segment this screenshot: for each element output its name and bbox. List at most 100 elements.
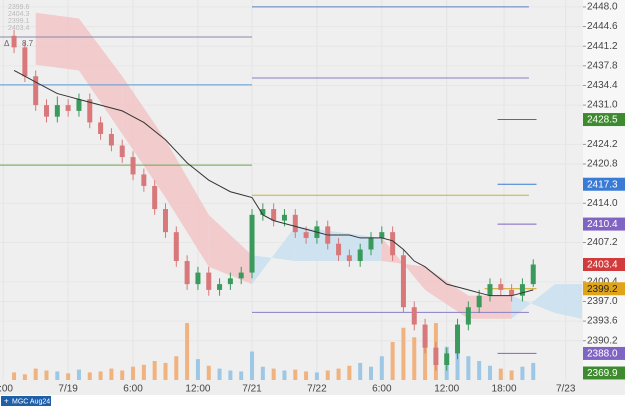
price-tag <box>583 346 625 360</box>
volume-bar <box>141 364 146 380</box>
price-tag-label: 2388.0 <box>587 349 618 360</box>
volume-bar <box>195 359 200 380</box>
candle-body <box>54 105 60 117</box>
tab-plus[interactable]: + <box>4 397 9 406</box>
x-tick-label: 18:00 <box>492 384 517 395</box>
candle-body <box>390 232 396 256</box>
x-tick-label: 6:00 <box>372 384 392 395</box>
candle-body <box>195 272 201 285</box>
x-tick-label: 7/22 <box>307 384 327 395</box>
price-tag <box>583 257 625 271</box>
candle-body <box>65 105 71 111</box>
y-tick-label: 2400.4 <box>587 276 618 287</box>
candle-body <box>519 284 525 296</box>
tab-background[interactable] <box>1 396 51 406</box>
candle-body <box>227 278 233 285</box>
y-tick-label: 2420.8 <box>587 159 618 170</box>
price-tag <box>583 366 625 380</box>
price-tag-label: 2410.4 <box>587 219 618 230</box>
candle-body <box>217 284 223 290</box>
volume-bar <box>217 368 222 380</box>
volume-bar <box>304 371 309 380</box>
cloud-segment <box>35 12 79 71</box>
price-tag <box>583 217 625 231</box>
candle-body <box>303 232 309 238</box>
price-tag-label: 2417.3 <box>587 179 618 190</box>
candle-body <box>119 145 125 158</box>
candle-body <box>22 47 28 77</box>
info-value: 2399.1 <box>8 18 30 25</box>
volume-bar <box>293 369 298 380</box>
candle-body <box>281 214 287 221</box>
volume-bar <box>87 372 92 380</box>
candle-body <box>44 105 50 117</box>
volume-bar <box>455 351 460 380</box>
y-tick-label: 2441.2 <box>587 41 618 52</box>
tab-bar <box>0 395 625 407</box>
y-tick-label: 2444.6 <box>587 21 618 32</box>
volume-bar <box>44 370 49 380</box>
volume-bar <box>520 366 525 380</box>
candle-body <box>368 237 374 250</box>
y-tick-label: 2434.4 <box>587 80 618 91</box>
info-value: 2403.4 <box>8 25 30 32</box>
volume-bar <box>206 365 211 380</box>
x-tick-label: 12:00 <box>185 384 210 395</box>
volume-bar <box>336 368 341 380</box>
volume-bar <box>66 373 71 380</box>
price-tag <box>583 113 625 127</box>
candle-body <box>108 133 114 146</box>
volume-bar <box>390 342 395 380</box>
volume-bar <box>260 366 265 380</box>
candle-body <box>476 295 482 308</box>
x-tick-label: 12:00 <box>434 384 459 395</box>
candle-body <box>130 157 136 175</box>
candle-body <box>76 99 82 111</box>
volume-bar <box>131 366 136 380</box>
y-tick-label: 2390.2 <box>587 335 618 346</box>
volume-bar <box>477 361 482 380</box>
volume-bar <box>271 368 276 380</box>
volume-bar <box>325 370 330 380</box>
candle-body <box>346 255 352 262</box>
candle-body <box>487 284 493 296</box>
x-tick-label: 0:00 <box>0 384 13 395</box>
candle-body <box>173 232 179 262</box>
cloud-segment <box>78 18 123 134</box>
volume-bar <box>174 356 179 380</box>
delta-label: Δ <box>4 39 10 48</box>
volume-bar <box>55 371 60 380</box>
y-tick-label: 2393.6 <box>587 316 618 327</box>
price-tag-label: 2399.2 <box>587 284 618 295</box>
volume-bar <box>120 370 125 380</box>
cloud-segment <box>165 139 209 267</box>
candle-body <box>455 324 461 354</box>
candle-body <box>87 99 93 123</box>
x-tick-label: 7/19 <box>58 384 78 395</box>
moving-average <box>13 70 534 297</box>
candle-body <box>271 209 277 221</box>
x-tick-label: 7/21 <box>242 384 262 395</box>
volume-bar <box>163 362 168 380</box>
candle-body <box>162 209 168 233</box>
y-tick-label: 2437.8 <box>587 60 618 71</box>
candle-body <box>141 174 147 186</box>
delta-value: 8.7 <box>22 39 34 48</box>
candle-body <box>152 185 158 210</box>
candle-body <box>509 289 515 296</box>
volume-bar <box>358 362 363 380</box>
volume-bar <box>379 356 384 380</box>
info-value: 2399.6 <box>8 4 30 11</box>
tab-label[interactable]: MGC Aug24 <box>12 398 50 405</box>
volume-bar <box>347 365 352 380</box>
y-tick-label: 2424.2 <box>587 139 618 150</box>
volume-bar <box>152 361 157 380</box>
symbol-tab[interactable]: + MGC Aug24 <box>1 396 51 406</box>
y-tick-label: 2448.0 <box>587 2 618 13</box>
volume-bar <box>239 371 244 380</box>
cloud-segment <box>425 266 469 319</box>
cloud-segment <box>122 76 166 198</box>
volume-bar <box>314 372 319 380</box>
cloud-segment <box>554 284 582 319</box>
